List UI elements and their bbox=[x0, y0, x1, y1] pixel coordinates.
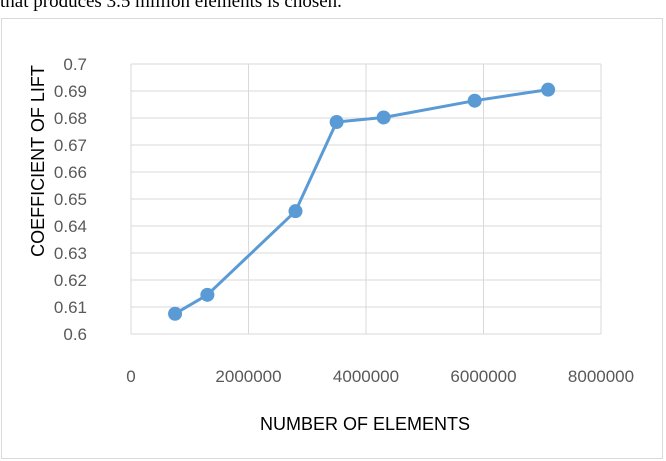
x-tick-label: 2000000 bbox=[215, 367, 281, 386]
data-point-5 bbox=[467, 93, 482, 108]
series-line bbox=[168, 82, 556, 321]
y-tick-label: 0.66 bbox=[54, 163, 87, 182]
y-tick-label: 0.65 bbox=[54, 190, 87, 209]
y-tick-label: 0.68 bbox=[54, 109, 87, 128]
data-point-6 bbox=[541, 82, 556, 97]
data-point-2 bbox=[288, 204, 303, 219]
y-tick-label: 0.6 bbox=[63, 325, 87, 344]
y-tick-label: 0.63 bbox=[54, 244, 87, 263]
x-tick-label: 4000000 bbox=[333, 367, 399, 386]
y-axis-ticks: 0.6 0.61 0.62 0.63 0.64 0.65 0.66 0.67 0.68 0.69 0… bbox=[54, 55, 87, 344]
y-tick-label: 0.69 bbox=[54, 82, 87, 101]
x-axis-title: NUMBER OF ELEMENTS bbox=[260, 414, 470, 434]
caption-text: that produces 3.5 million elements is ch… bbox=[0, 0, 342, 12]
data-point-0 bbox=[168, 306, 183, 321]
y-tick-label: 0.61 bbox=[54, 298, 87, 317]
x-tick-label: 6000000 bbox=[450, 367, 516, 386]
y-axis-title: COEFFICIENT OF LIFT bbox=[28, 65, 48, 257]
data-point-3 bbox=[329, 115, 344, 130]
x-tick-label: 0 bbox=[126, 367, 135, 386]
y-tick-label: 0.62 bbox=[54, 271, 87, 290]
y-tick-label: 0.64 bbox=[54, 217, 87, 236]
y-tick-label: 0.67 bbox=[54, 136, 87, 155]
x-axis-ticks: 0 2000000 4000000 6000000 8000000 bbox=[126, 367, 634, 386]
y-tick-label: 0.7 bbox=[63, 55, 87, 74]
data-point-1 bbox=[200, 287, 215, 302]
x-tick-label: 8000000 bbox=[568, 367, 634, 386]
data-point-4 bbox=[376, 110, 391, 125]
gridlines bbox=[130, 63, 602, 335]
